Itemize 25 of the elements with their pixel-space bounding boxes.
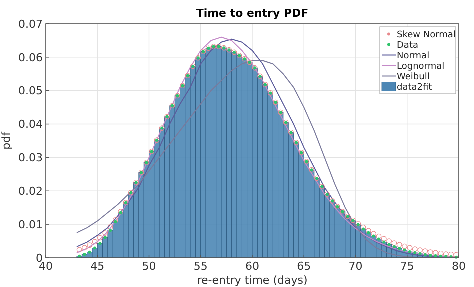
y-tick-label: 0.04 — [18, 118, 43, 132]
legend-label: data2fit — [397, 82, 433, 93]
y-tick-label: 0.05 — [18, 84, 43, 98]
legend-label: Data — [397, 40, 418, 51]
legend-label: Weibull — [397, 72, 430, 82]
y-axis-title: pdf — [0, 130, 13, 150]
legend-label: Skew Normal — [397, 30, 456, 40]
legend-label: Lognormal — [397, 62, 445, 72]
y-tick-label: 0.02 — [18, 184, 43, 198]
x-tick-label: 45 — [90, 260, 105, 273]
y-tick-label: 0.01 — [18, 218, 43, 232]
x-tick-label: 80 — [452, 260, 466, 273]
y-tick-label: 0.07 — [18, 18, 43, 31]
x-tick-label: 50 — [142, 260, 156, 273]
x-tick-label: 55 — [194, 260, 208, 273]
legend-label: Normal — [397, 51, 430, 62]
x-axis-title: re-entry time (days) — [197, 274, 308, 287]
x-tick-label: 60 — [246, 260, 260, 273]
y-tick-label: 0.03 — [18, 152, 43, 165]
y-tick-label: 0 — [36, 252, 43, 265]
x-tick-label: 65 — [297, 260, 312, 273]
chart-title: Time to entry PDF — [196, 7, 309, 20]
x-tick-label: 70 — [348, 260, 363, 273]
x-tick-label: 75 — [400, 260, 414, 273]
y-tick-label: 0.06 — [18, 51, 43, 64]
